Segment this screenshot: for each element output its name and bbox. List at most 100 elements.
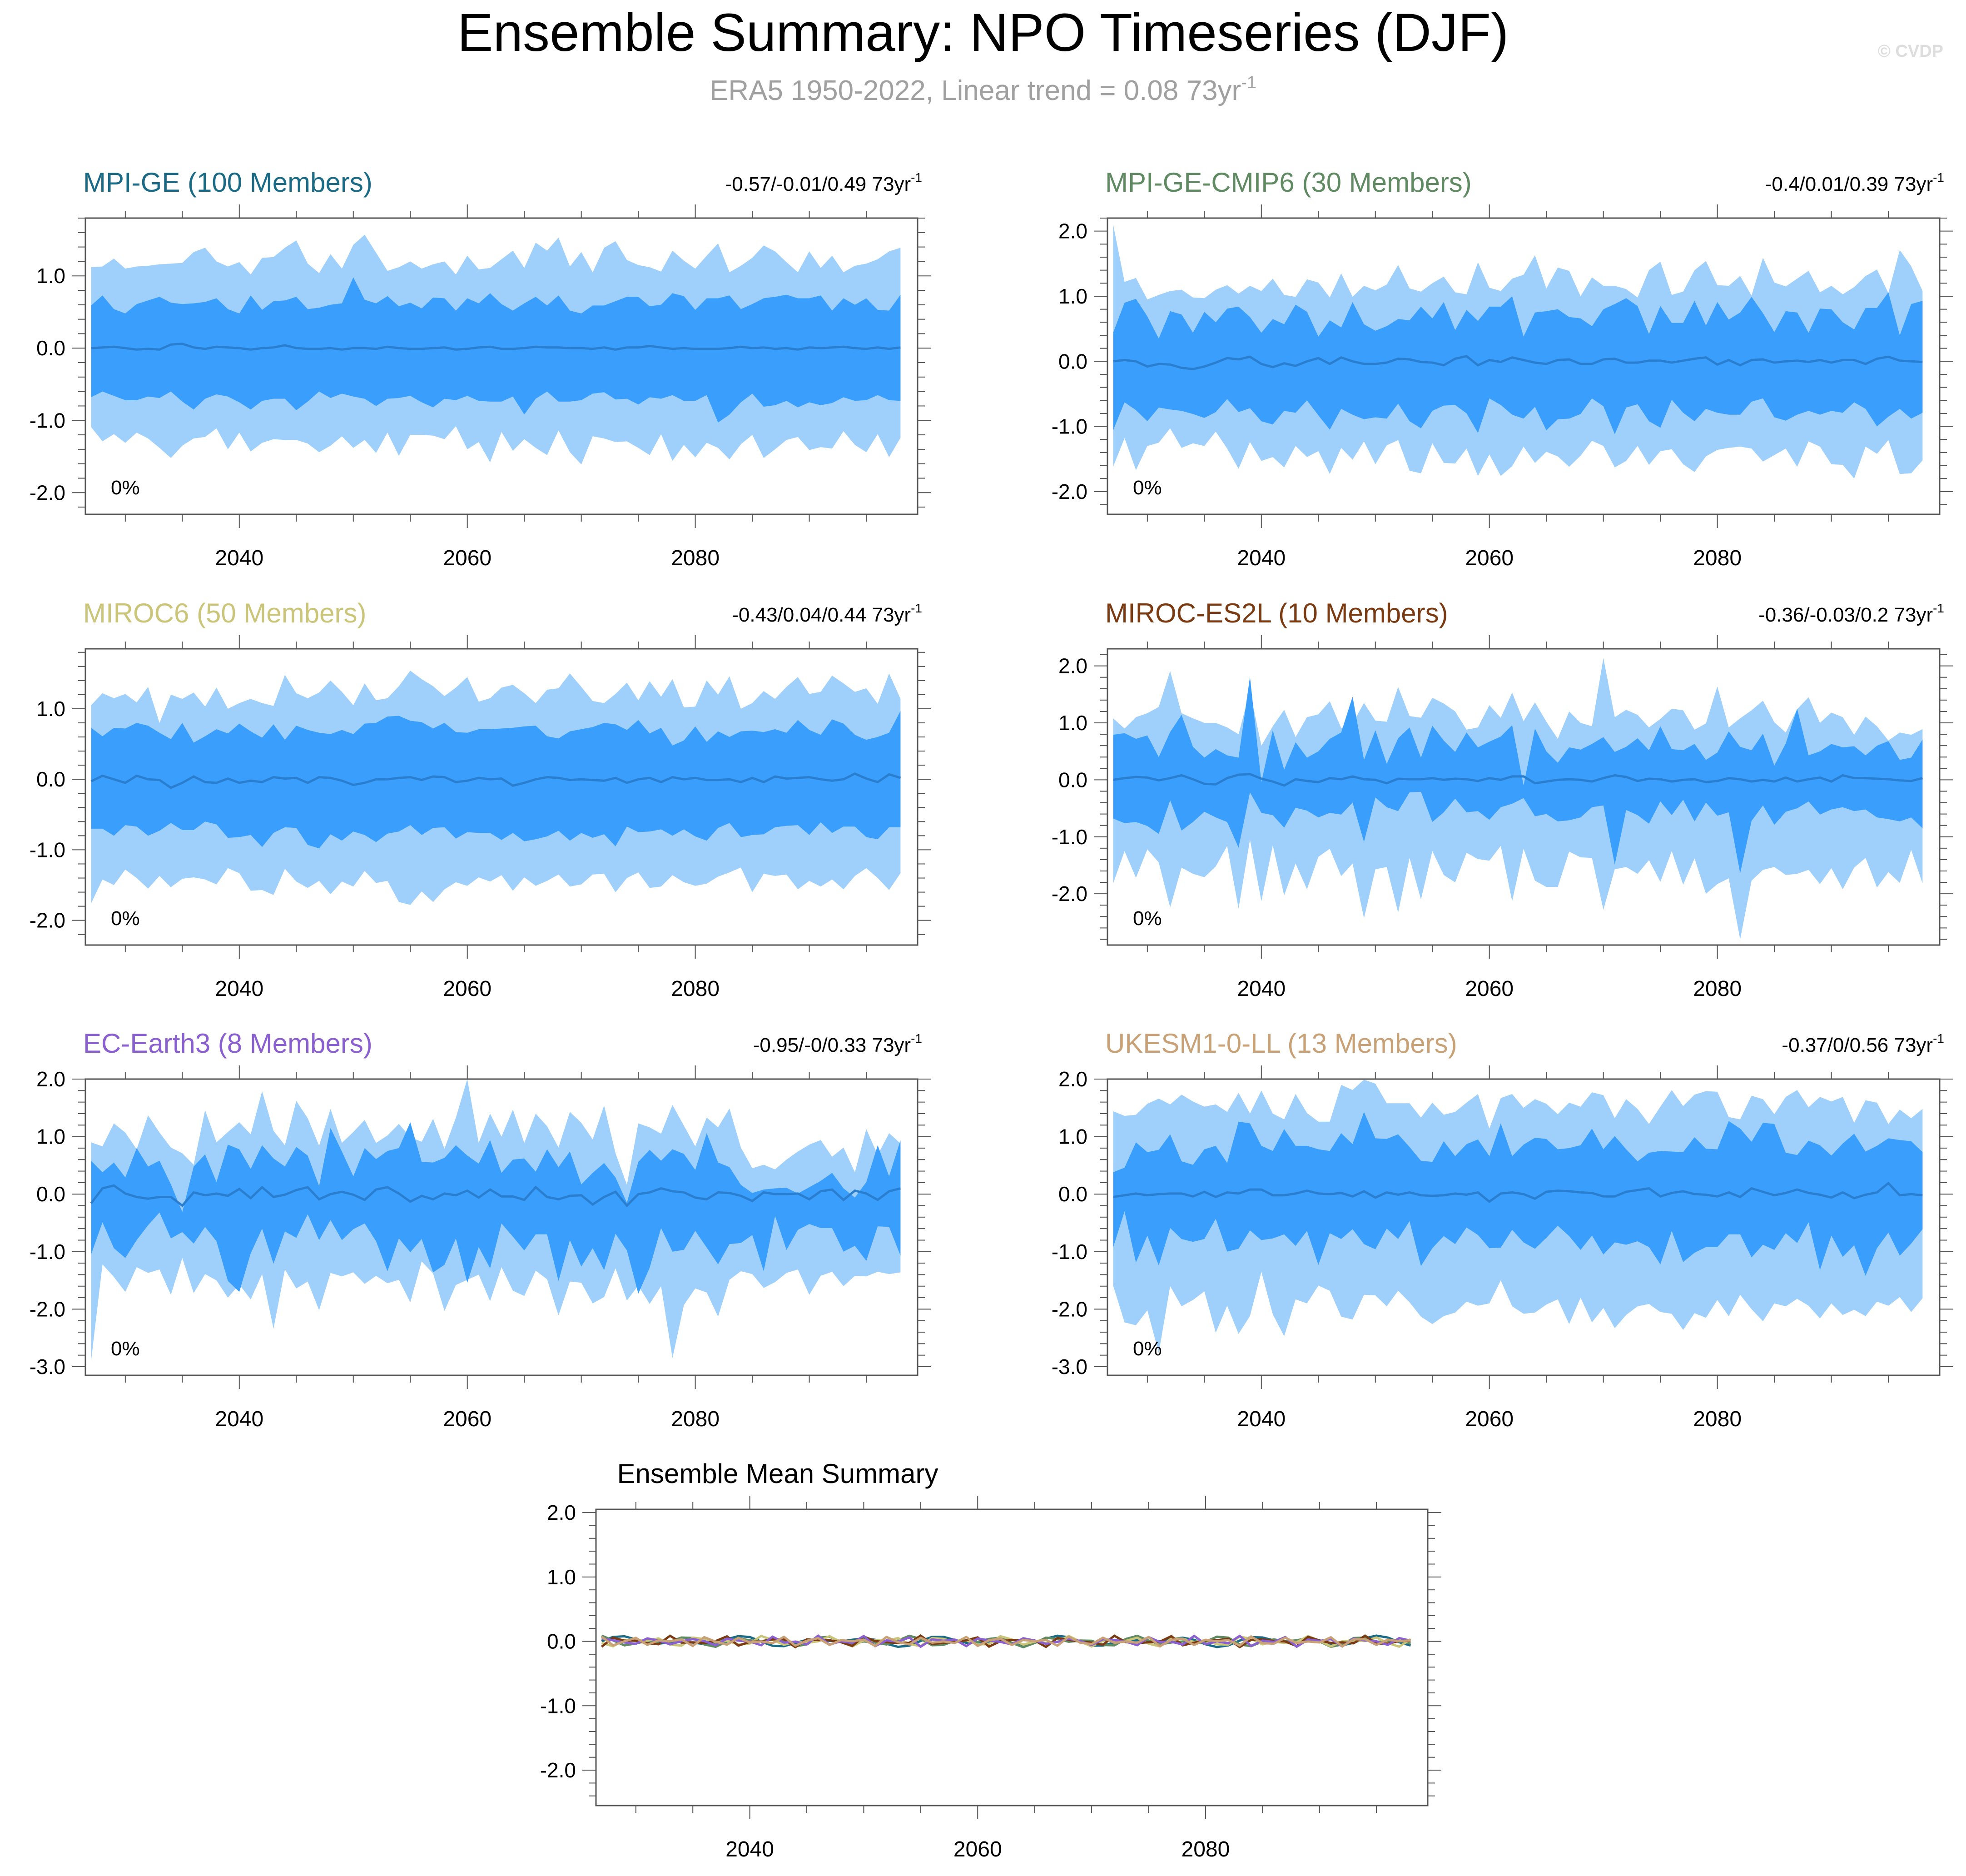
y-tick-label: -2.0 — [30, 481, 65, 504]
x-tick-label: 2060 — [1465, 1407, 1514, 1431]
x-tick-label: 2080 — [671, 546, 720, 570]
y-tick-label: -2.0 — [1052, 882, 1087, 906]
p10-p90-band — [1113, 677, 1923, 873]
panel-2: MIROC6 (50 Members) -0.43/0.04/0.44 73yr-… — [30, 598, 931, 1001]
ensemble-mean-line — [1113, 1181, 1923, 1203]
x-tick-label: 2040 — [215, 977, 263, 1001]
plot-frame — [595, 1508, 1429, 1806]
panel-data — [91, 234, 901, 465]
p10-p90-band — [91, 1122, 901, 1294]
y-tick-label: -2.0 — [1052, 1297, 1087, 1321]
panel-data — [1113, 1080, 1923, 1353]
x-tick-label: 2040 — [1237, 1407, 1286, 1431]
y-tick-label: -1.0 — [30, 408, 65, 432]
panel-trend-text: -0.36/-0.03/0.2 73yr — [1758, 604, 1933, 626]
panel-percent-label: 0% — [111, 1338, 140, 1360]
panel-title: MIROC-ES2L (10 Members) — [1105, 598, 1448, 628]
x-tick-label: 2060 — [953, 1837, 1002, 1861]
y-tick-label: 1.0 — [1058, 284, 1087, 308]
y-tick-label: 2.0 — [36, 1067, 65, 1091]
cvdp-watermark: © CVDP — [1878, 42, 1943, 61]
panel-trend-text: -0.95/-0/0.33 73yr — [753, 1034, 911, 1056]
y-tick-label: 2.0 — [1058, 1067, 1087, 1091]
y-tick-label: 0.0 — [36, 1182, 65, 1206]
y-tick-label: 1.0 — [1058, 711, 1087, 735]
panel-trend-sup: -1 — [1933, 170, 1944, 184]
x-tick-label: 2080 — [1693, 977, 1742, 1001]
panel-title: MPI-GE (100 Members) — [83, 167, 372, 198]
panel-data — [1113, 658, 1923, 940]
y-tick-label: -2.0 — [30, 1297, 65, 1321]
y-tick-label: 0.0 — [1058, 768, 1087, 791]
x-tick-label: 2080 — [1693, 546, 1742, 570]
panel-title: MIROC6 (50 Members) — [83, 598, 366, 628]
panel-title: MPI-GE-CMIP6 (30 Members) — [1105, 167, 1472, 198]
y-tick-label: -1.0 — [30, 838, 65, 861]
panel-data — [1113, 224, 1923, 479]
panel-4: EC-Earth3 (8 Members) -0.95/-0/0.33 73yr-… — [30, 1028, 931, 1431]
panel-trend-sup: -1 — [911, 1031, 922, 1045]
panel-1: MPI-GE-CMIP6 (30 Members) -0.4/0.01/0.39 … — [1052, 167, 1953, 570]
panel-percent-label: 0% — [1133, 477, 1162, 499]
y-tick-label: 2.0 — [547, 1501, 576, 1524]
panel-trend-sup: -1 — [911, 601, 922, 615]
panel-percent-label: 0% — [1133, 1338, 1162, 1360]
y-tick-label: -2.0 — [30, 909, 65, 932]
panel-data — [90, 1079, 901, 1361]
y-tick-label: 1.0 — [36, 697, 65, 721]
y-tick-label: -1.0 — [1052, 415, 1087, 438]
panel-trend-sup: -1 — [911, 170, 922, 184]
ensemble-mean-line — [1113, 355, 1923, 370]
y-tick-label: -1.0 — [30, 1240, 65, 1264]
y-tick-label: 1.0 — [547, 1565, 576, 1589]
x-tick-label: 2040 — [725, 1837, 774, 1861]
x-tick-label: 2040 — [1237, 977, 1286, 1001]
x-tick-label: 2080 — [1693, 1407, 1742, 1431]
figure-subtitle-text: ERA5 1950-2022, Linear trend = 0.08 73yr — [710, 75, 1241, 106]
panel-trend-text: -0.37/0/0.56 73yr — [1782, 1034, 1933, 1056]
panel-trend-label: -0.95/-0/0.33 73yr-1 — [753, 1031, 922, 1056]
y-tick-label: 0.0 — [36, 767, 65, 791]
x-tick-label: 2040 — [1237, 546, 1286, 570]
panel-data — [601, 1634, 1411, 1649]
panel-percent-label: 0% — [111, 907, 140, 930]
panel-0: MPI-GE (100 Members) -0.57/-0.01/0.49 73y… — [30, 167, 931, 570]
panel-title: EC-Earth3 (8 Members) — [83, 1028, 372, 1059]
panel-trend-sup: -1 — [1933, 1031, 1944, 1045]
x-tick-label: 2080 — [671, 977, 720, 1001]
plot-frame — [1107, 1078, 1941, 1376]
plot-frame — [84, 648, 918, 946]
x-tick-label: 2060 — [443, 546, 492, 570]
y-tick-label: 1.0 — [36, 1125, 65, 1149]
y-tick-label: 0.0 — [1058, 349, 1087, 373]
x-tick-label: 2060 — [1465, 546, 1514, 570]
panel-trend-label: -0.57/-0.01/0.49 73yr-1 — [725, 170, 922, 195]
panel-percent-label: 0% — [1133, 907, 1162, 930]
figure-subtitle: ERA5 1950-2022, Linear trend = 0.08 73yr… — [710, 73, 1256, 106]
panel-trend-label: -0.43/0.04/0.44 73yr-1 — [732, 601, 922, 626]
figure-header: Ensemble Summary: NPO Timeseries (DJF) E… — [457, 3, 1943, 106]
p10-p90-band — [1113, 292, 1923, 434]
y-tick-label: -1.0 — [1052, 1240, 1087, 1264]
y-tick-label: 2.0 — [1058, 654, 1087, 678]
panel-5: UKESM1-0-LL (13 Members) -0.37/0/0.56 73y… — [1052, 1028, 1953, 1431]
mean-line-ukesm1-0-ll — [601, 1635, 1411, 1648]
panel-data — [90, 671, 901, 905]
panel-trend-text: -0.57/-0.01/0.49 73yr — [725, 173, 911, 195]
x-tick-label: 2040 — [215, 546, 263, 570]
ensemble-mean-line — [91, 343, 901, 351]
y-tick-label: 1.0 — [1058, 1125, 1087, 1149]
panel-6: Ensemble Mean Summary -2.0 -1.0 0.0 1.0 2.0 20… — [540, 1458, 1441, 1861]
y-tick-label: 0.0 — [547, 1630, 576, 1653]
y-tick-label: 2.0 — [1058, 219, 1087, 243]
panel-title: UKESM1-0-LL (13 Members) — [1105, 1028, 1457, 1059]
x-tick-label: 2080 — [671, 1407, 720, 1431]
panels: MPI-GE (100 Members) -0.57/-0.01/0.49 73y… — [30, 167, 1953, 1861]
ensemble-mean-line — [1113, 773, 1923, 787]
figure-title: Ensemble Summary: NPO Timeseries (DJF) — [457, 3, 1509, 63]
p10-p90-band — [91, 277, 901, 423]
plot-frame — [1107, 648, 1941, 946]
y-tick-label: 0.0 — [1058, 1182, 1087, 1206]
panel-trend-label: -0.36/-0.03/0.2 73yr-1 — [1758, 601, 1944, 626]
